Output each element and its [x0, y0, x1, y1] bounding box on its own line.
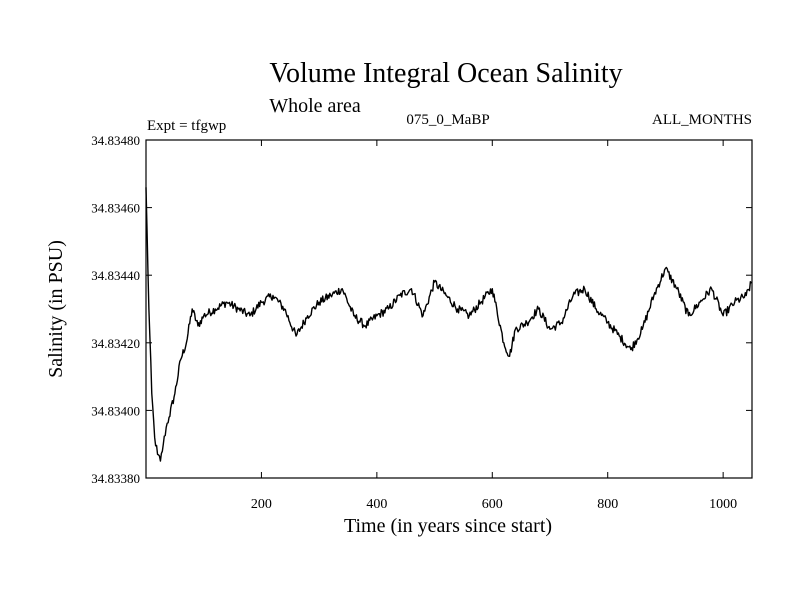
x-tick-label: 600	[482, 497, 503, 512]
x-tick-label: 400	[366, 497, 387, 512]
series-layer	[145, 187, 753, 462]
x-tick-label: 200	[251, 497, 272, 512]
chart-title: Volume Integral Ocean Salinity	[269, 58, 622, 89]
chart-subtitle: Whole area	[269, 95, 361, 117]
y-tick-label: 34.83420	[91, 336, 140, 351]
plot-frame	[145, 139, 753, 479]
y-tick-label: 34.83400	[91, 403, 140, 418]
experiment-label: Expt = tfgwp	[147, 118, 226, 134]
months-label: ALL_MONTHS	[652, 112, 752, 128]
x-axis: 200 400 600 800 1000	[251, 140, 737, 512]
period-label: 075_0_MaBP	[406, 112, 489, 128]
y-axis: 34.83380 34.83400 34.83420 34.83440 34.83460…	[91, 133, 752, 486]
x-tick-label: 800	[597, 497, 618, 512]
y-tick-label: 34.83480	[91, 133, 140, 148]
x-tick-label: 1000	[709, 497, 737, 512]
y-tick-label: 34.83460	[91, 201, 140, 216]
y-tick-label: 34.83380	[91, 471, 140, 486]
series-line-salinity	[145, 187, 753, 462]
y-axis-label: Salinity (in PSU)	[45, 240, 67, 378]
y-tick-label: 34.83440	[91, 268, 140, 283]
x-axis-label: Time (in years since start)	[344, 515, 552, 537]
